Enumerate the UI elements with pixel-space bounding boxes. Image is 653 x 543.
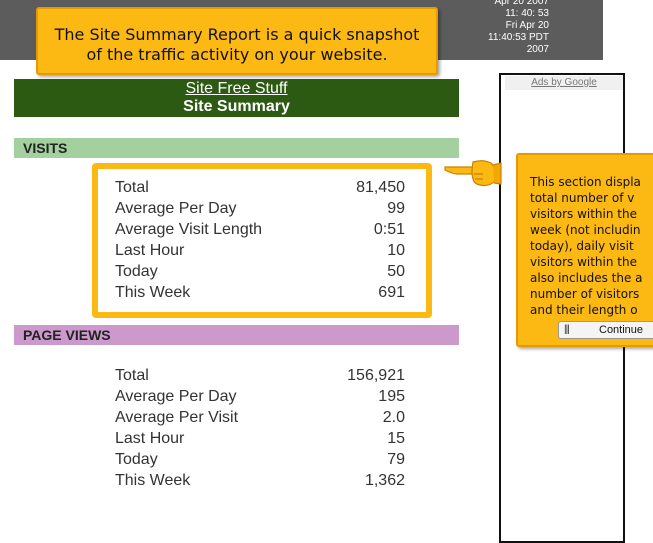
date-line: Apr 20 2007 [494, 0, 550, 7]
date-line: 11: 40: 53 [505, 8, 549, 19]
intro-callout: The Site Summary Report is a quick snaps… [36, 7, 438, 75]
callout-line: week (not includin [530, 223, 641, 237]
stat-value: 1,362 [364, 472, 405, 489]
stat-row: This Week 691 [115, 282, 405, 303]
stat-row: This Week 1,362 [115, 470, 405, 491]
stat-label: Total [115, 367, 149, 384]
stat-label: Average Per Day [115, 200, 237, 217]
date-line: Fri Apr 20 [505, 20, 549, 31]
stat-value: 99 [387, 200, 405, 217]
callout-line: of the traffic activity on your website. [86, 45, 388, 64]
stat-row: Average Visit Length 0:51 [115, 219, 405, 240]
stat-value: 195 [378, 388, 405, 405]
stat-value: 2.0 [382, 409, 405, 426]
stat-label: This Week [115, 472, 191, 489]
stat-row: Average Per Day 195 [115, 386, 405, 407]
page-views-stats-table: Total 156,921 Average Per Day 195 Average … [115, 365, 405, 491]
stat-label: Average Per Visit [115, 409, 239, 426]
pointing-hand-icon [444, 160, 502, 187]
stat-value: 10 [387, 242, 405, 259]
stat-row: Total 156,921 [115, 365, 405, 386]
page-views-section-header: PAGE VIEWS [14, 325, 459, 345]
callout-line: also includes the a [530, 271, 643, 285]
continue-button[interactable]: ||| Continue [558, 321, 653, 339]
visits-section-header: VISITS [14, 138, 459, 158]
date-time-display: Apr 20 2007 11: 40: 53 Fri Apr 20 11:40:… [429, 0, 549, 56]
callout-line: visitors within the [530, 255, 637, 269]
stat-row: Average Per Visit 2.0 [115, 407, 405, 428]
continue-label: Continue [599, 324, 644, 336]
stat-row: Last Hour 10 [115, 240, 405, 261]
stat-row: Total 81,450 [115, 177, 405, 198]
callout-line: today), daily visit [530, 239, 634, 253]
stat-value: 0:51 [373, 221, 405, 238]
stat-value: 50 [387, 263, 405, 280]
stat-label: Total [115, 179, 149, 196]
stat-label: Today [115, 451, 158, 468]
callout-line: This section displa [530, 175, 641, 189]
callout-line: and their length o [530, 303, 638, 317]
stat-label: Today [115, 263, 158, 280]
stat-value: 81,450 [356, 179, 405, 196]
page-title: Site Summary [183, 98, 290, 115]
stat-label: Last Hour [115, 242, 185, 259]
callout-text: This section displa total number of v vi… [530, 174, 653, 318]
stat-label: This Week [115, 284, 191, 301]
pause-bars-icon: ||| [564, 324, 570, 335]
stat-label: Average Per Day [115, 388, 237, 405]
visits-highlight-frame [92, 163, 432, 318]
visits-info-callout: This section displa total number of v vi… [516, 153, 653, 347]
callout-line: The Site Summary Report is a quick snaps… [54, 25, 420, 44]
stat-row: Today 79 [115, 449, 405, 470]
site-header: Site Free Stuff Site Summary [14, 79, 459, 117]
stat-value: 15 [387, 430, 405, 447]
stat-row: Last Hour 15 [115, 428, 405, 449]
stat-value: 156,921 [347, 367, 405, 384]
stat-label: Average Visit Length [115, 221, 263, 238]
site-free-stuff-link[interactable]: Site Free Stuff [185, 80, 288, 97]
stat-label: Last Hour [115, 430, 185, 447]
date-line: 11:40:53 PDT [488, 32, 549, 43]
stat-row: Today 50 [115, 261, 405, 282]
callout-line: number of visitors [530, 287, 640, 301]
callout-line: visitors within the [530, 207, 637, 221]
ads-by-google-link[interactable]: Ads by Google [505, 76, 623, 90]
stat-value: 691 [378, 284, 405, 301]
visits-stats-table: Total 81,450 Average Per Day 99 Average Vi… [115, 177, 405, 303]
callout-line: total number of v [530, 191, 635, 205]
date-line: 2007 [526, 44, 549, 55]
stat-value: 79 [387, 451, 405, 468]
stat-row: Average Per Day 99 [115, 198, 405, 219]
